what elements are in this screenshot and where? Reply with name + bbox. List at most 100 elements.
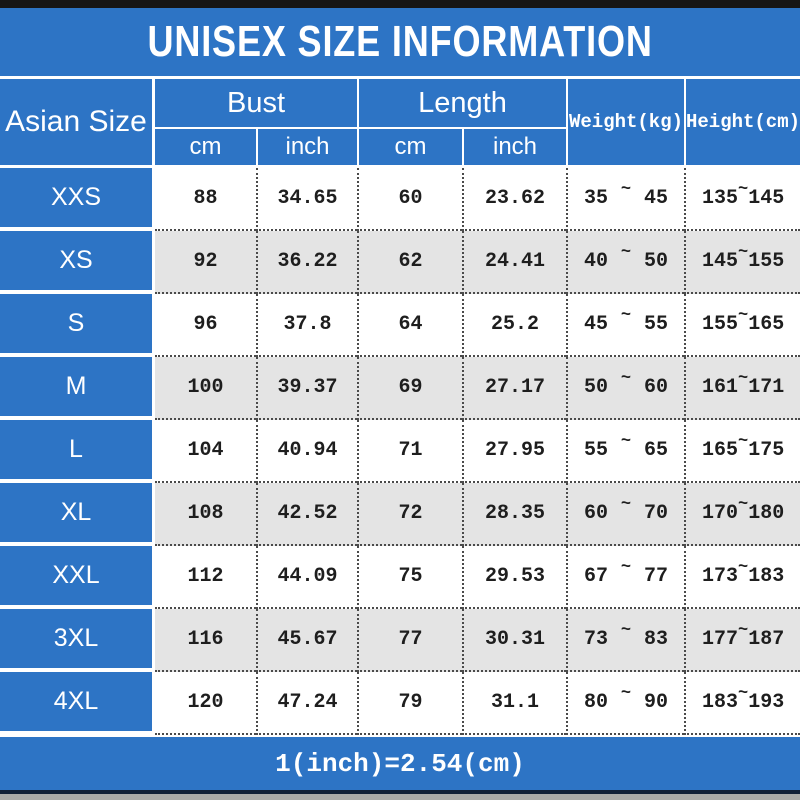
bust-cm-cell: 120 [155,672,256,735]
tilde-symbol: ~ [620,432,632,451]
table-row: 4XL 120 47.24 79 31.1 80 ~90 183 ~193 [0,672,800,735]
height-max: 193 [748,691,785,714]
footer-band: 1(inch)=2.54(cm) [0,737,800,790]
height-max: 187 [748,628,785,651]
weight-max: 77 [643,565,668,588]
size-cell: L [0,420,152,479]
size-cell: M [0,357,152,416]
weight-min: 55 [584,439,609,462]
height-range-cell: 161 ~171 [684,357,800,420]
weight-max: 55 [643,313,668,336]
length-cm-cell: 69 [357,357,462,420]
tilde-symbol: ~ [738,558,749,577]
weight-range-cell: 40 ~50 [566,231,684,294]
tilde-symbol: ~ [738,369,749,388]
height-min: 135 [702,187,739,210]
height-min: 155 [702,313,739,336]
bottom-border [0,794,800,800]
height-min: 161 [702,376,739,399]
tilde-symbol: ~ [620,180,632,199]
weight-max: 70 [643,502,668,525]
weight-min: 60 [584,502,609,525]
height-min: 165 [702,439,739,462]
tilde-symbol: ~ [620,369,632,388]
length-cm-cell: 62 [357,231,462,294]
length-cm-cell: 60 [357,168,462,231]
title-band: UNISEX SIZE INFORMATION [0,8,800,76]
divider [0,735,800,737]
size-cell: 4XL [0,672,152,731]
tilde-symbol: ~ [738,180,749,199]
weight-max: 50 [643,250,668,273]
header-bust: Bust [155,79,357,129]
tilde-symbol: ~ [738,243,749,262]
tilde-symbol: ~ [738,684,749,703]
length-inch-cell: 23.62 [462,168,566,231]
table-row: XL 108 42.52 72 28.35 60 ~70 170 ~180 [0,483,800,546]
length-cm-cell: 75 [357,546,462,609]
length-inch-cell: 25.2 [462,294,566,357]
header-height: Height(cm) [684,79,800,165]
weight-range-cell: 60 ~70 [566,483,684,546]
height-max: 165 [748,313,785,336]
height-min: 177 [702,628,739,651]
top-border [0,0,800,8]
height-max: 171 [748,376,785,399]
table-row: L 104 40.94 71 27.95 55 ~65 165 ~175 [0,420,800,483]
weight-min: 40 [584,250,609,273]
length-inch-cell: 27.95 [462,420,566,483]
weight-range-cell: 80 ~90 [566,672,684,735]
bust-cm-cell: 96 [155,294,256,357]
tilde-symbol: ~ [620,558,632,577]
length-cm-cell: 77 [357,609,462,672]
header-asian-size: Asian Size [0,79,155,165]
height-range-cell: 135 ~145 [684,168,800,231]
table-body: XXS 88 34.65 60 23.62 35 ~45 135 ~145 XS 9… [0,168,800,735]
length-inch-cell: 30.31 [462,609,566,672]
height-range-cell: 177 ~187 [684,609,800,672]
height-min: 170 [702,502,739,525]
weight-max: 60 [643,376,668,399]
table-row: XXL 112 44.09 75 29.53 67 ~77 173 ~183 [0,546,800,609]
weight-range-cell: 55 ~65 [566,420,684,483]
table-row: XXS 88 34.65 60 23.62 35 ~45 135 ~145 [0,168,800,231]
weight-min: 50 [584,376,609,399]
bust-inch-cell: 40.94 [256,420,357,483]
weight-min: 45 [584,313,609,336]
height-min: 183 [702,691,739,714]
header-bust-cm: cm [189,133,222,160]
weight-min: 35 [584,187,609,210]
bust-inch-cell: 36.22 [256,231,357,294]
size-cell: S [0,294,152,353]
length-inch-cell: 24.41 [462,231,566,294]
height-max: 180 [748,502,785,525]
bust-cm-cell: 112 [155,546,256,609]
height-min: 145 [702,250,739,273]
header-length-inch: inch [462,129,566,165]
tilde-symbol: ~ [738,432,749,451]
height-max: 175 [748,439,785,462]
length-inch-cell: 28.35 [462,483,566,546]
length-cm-cell: 79 [357,672,462,735]
length-inch-cell: 29.53 [462,546,566,609]
weight-range-cell: 50 ~60 [566,357,684,420]
height-max: 145 [748,187,785,210]
bust-inch-cell: 45.67 [256,609,357,672]
divider [0,165,800,168]
bust-inch-cell: 34.65 [256,168,357,231]
length-inch-cell: 27.17 [462,357,566,420]
divider [0,76,800,79]
height-range-cell: 173 ~183 [684,546,800,609]
bust-inch-cell: 39.37 [256,357,357,420]
bust-cm-cell: 88 [155,168,256,231]
tilde-symbol: ~ [620,684,632,703]
size-cell: XXL [0,546,152,605]
tilde-symbol: ~ [620,621,632,640]
height-range-cell: 170 ~180 [684,483,800,546]
table-row: 3XL 116 45.67 77 30.31 73 ~83 177 ~187 [0,609,800,672]
conversion-note: 1(inch)=2.54(cm) [275,748,525,779]
length-cm-cell: 71 [357,420,462,483]
size-cell: XS [0,231,152,290]
tilde-symbol: ~ [620,495,632,514]
